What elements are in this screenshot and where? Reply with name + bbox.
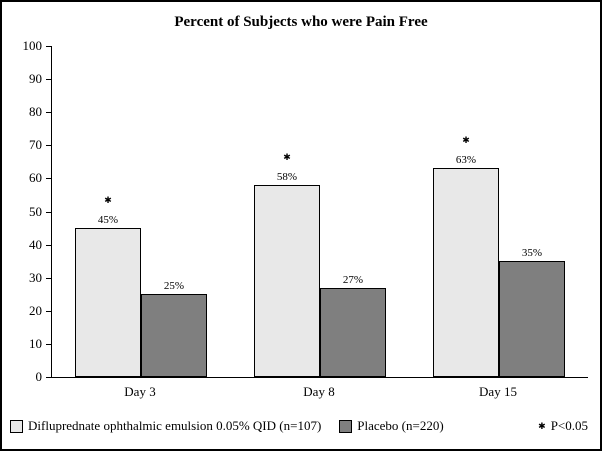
- y-tick-label: 50: [29, 203, 42, 219]
- y-tick-label: 100: [22, 38, 43, 53]
- y-tick-label: 60: [29, 170, 42, 186]
- bar-group: 45% ✱ 25%: [75, 46, 207, 377]
- placebo-swatch-icon: [339, 419, 353, 433]
- legend-label-placebo: Placebo (n=220): [357, 418, 444, 433]
- bar-value-label: 63%: [455, 154, 477, 166]
- bar-treatment: 58% ✱: [254, 152, 320, 377]
- y-tick-label: 0: [35, 369, 43, 384]
- bar-treatment: 63% ✱: [433, 135, 499, 377]
- legend-label-treatment: Difluprednate ophthalmic emulsion 0.05% …: [28, 418, 322, 433]
- bar-value-label: 27%: [342, 274, 364, 286]
- significance-marker-icon: ✱: [462, 135, 470, 145]
- bar-placebo: 25%: [141, 280, 207, 377]
- bar-value-label: 58%: [276, 171, 298, 183]
- bar-treatment: 45% ✱: [75, 195, 141, 377]
- y-tick-label: 20: [29, 302, 42, 318]
- y-tick-label: 90: [29, 71, 42, 87]
- bar-placebo: 35%: [499, 247, 565, 377]
- legend-item-significance: ✱ P<0.05: [538, 418, 588, 434]
- significance-marker-icon: ✱: [283, 152, 291, 162]
- bar-value-label: 45%: [97, 214, 119, 226]
- significance-marker-icon: ✱: [538, 420, 546, 431]
- bar-value-label: 35%: [521, 247, 543, 259]
- treatment-swatch-icon: [10, 419, 23, 433]
- x-axis-label: Day 3: [124, 384, 156, 399]
- y-tick-label: 10: [29, 335, 42, 351]
- chart-title: Percent of Subjects who were Pain Free: [174, 14, 428, 30]
- bar-group: 58% ✱ 27%: [254, 46, 386, 377]
- x-axis-label: Day 15: [479, 384, 517, 399]
- y-tick-label: 80: [29, 104, 42, 120]
- legend-item-treatment: Difluprednate ophthalmic emulsion 0.05% …: [10, 418, 321, 434]
- y-tick-label: 30: [29, 269, 42, 285]
- y-tick-label: 70: [29, 137, 42, 153]
- bar-placebo: 27%: [320, 274, 386, 377]
- legend-label-significance: P<0.05: [550, 418, 588, 433]
- x-axis-label: Day 8: [303, 384, 335, 399]
- y-tick-label: 40: [29, 236, 42, 252]
- plot-area: 45% ✱ 25% 58% ✱ 27% 63% ✱ 35%: [51, 46, 588, 378]
- bar-group: 63% ✱ 35%: [433, 46, 565, 377]
- significance-marker-icon: ✱: [104, 195, 112, 205]
- legend-item-placebo: Placebo (n=220): [339, 418, 444, 434]
- bar-value-label: 25%: [163, 280, 185, 292]
- legend: Difluprednate ophthalmic emulsion 0.05% …: [10, 418, 588, 434]
